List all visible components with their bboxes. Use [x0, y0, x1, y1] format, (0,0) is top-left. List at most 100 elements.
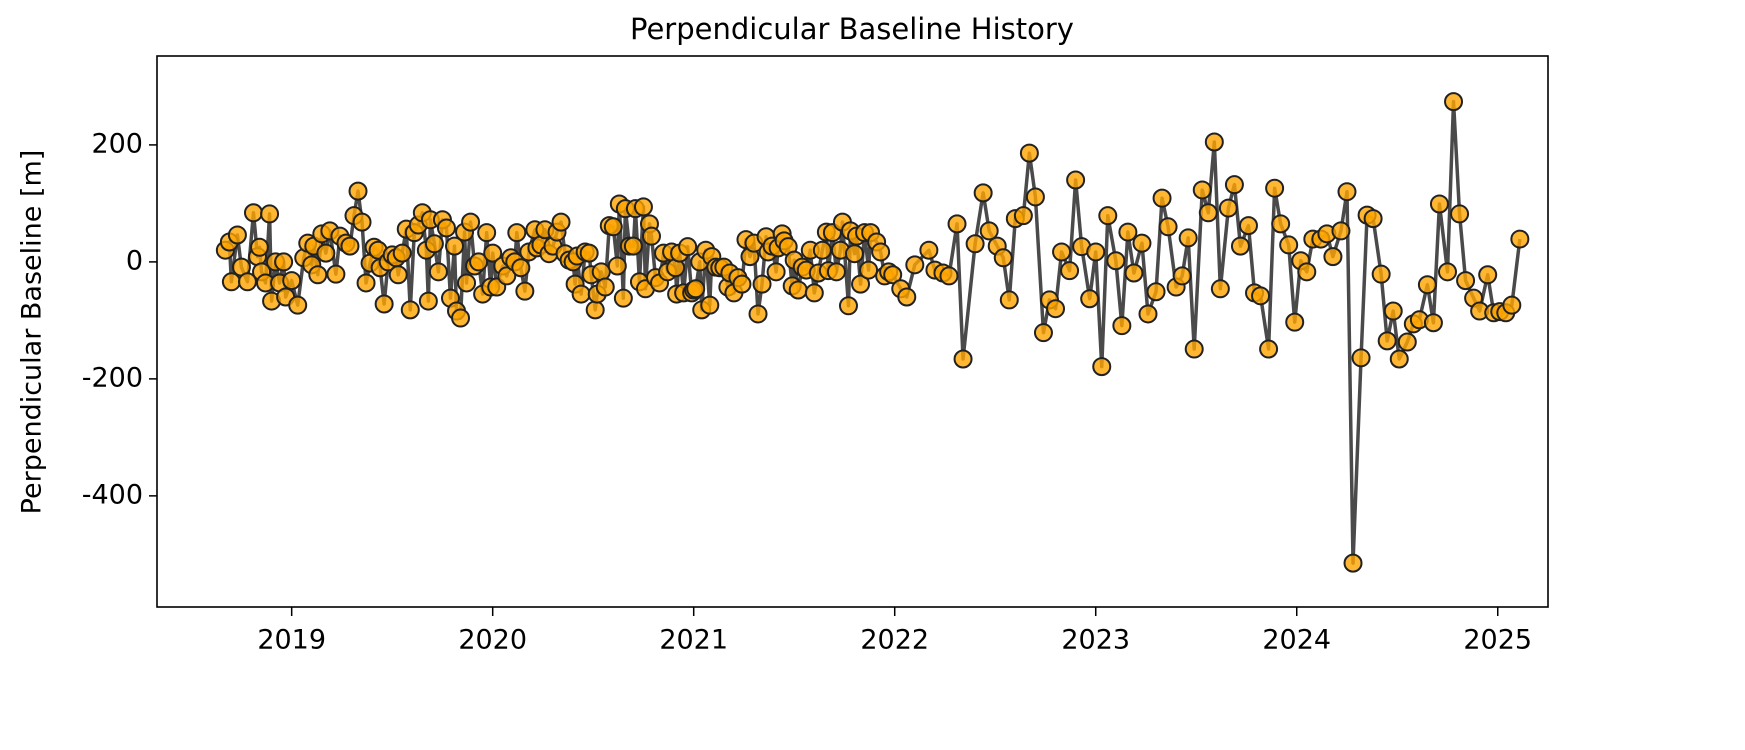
data-point: [993, 248, 1013, 268]
data-point: [603, 217, 623, 237]
data-point: [1285, 312, 1305, 332]
data-point: [766, 262, 786, 282]
data-point: [497, 266, 517, 286]
data-point: [221, 272, 241, 292]
data-point: [250, 237, 270, 257]
data-point: [1192, 180, 1212, 200]
data-point: [1178, 228, 1198, 248]
data-point: [812, 240, 832, 260]
data-point: [1025, 187, 1045, 207]
data-point: [1052, 242, 1072, 262]
data-point: [1098, 206, 1118, 226]
data-point: [457, 273, 477, 293]
data-point: [511, 258, 531, 278]
data-point: [1297, 262, 1317, 282]
data-point: [883, 265, 903, 285]
data-point: [1184, 339, 1204, 359]
data-point: [418, 291, 438, 311]
data-point: [1046, 299, 1066, 319]
data-point: [1450, 204, 1470, 224]
data-point: [1456, 271, 1476, 291]
data-point: [1371, 264, 1391, 284]
data-point: [1444, 92, 1464, 112]
data-point: [1502, 295, 1522, 315]
y-axis-label: Perpendicular Baseline [m]: [17, 150, 48, 515]
data-point: [1138, 304, 1158, 324]
data-point: [316, 243, 336, 263]
data-point: [871, 242, 891, 262]
data-point: [571, 284, 591, 304]
data-point: [1106, 251, 1126, 271]
data-point: [700, 295, 720, 315]
x-tick-label: 2023: [1061, 625, 1130, 656]
chart-title: Perpendicular Baseline History: [630, 12, 1074, 46]
data-point: [1118, 222, 1138, 242]
data-point: [1152, 188, 1172, 208]
data-point: [1146, 282, 1166, 302]
data-point: [607, 256, 627, 276]
data-point: [1210, 279, 1230, 299]
data-point: [392, 243, 412, 263]
x-tick-label: 2025: [1463, 625, 1532, 656]
data-point: [356, 273, 376, 293]
data-point: [1230, 236, 1250, 256]
data-point: [732, 274, 752, 294]
data-point: [388, 265, 408, 285]
data-point: [288, 295, 308, 315]
data-point: [1271, 214, 1291, 234]
data-point: [507, 223, 527, 243]
data-point: [1238, 216, 1258, 236]
data-point: [1251, 286, 1271, 306]
data-point: [243, 203, 263, 223]
data-point: [947, 214, 967, 234]
data-point: [973, 183, 993, 203]
data-point: [1124, 263, 1144, 283]
data-point: [1066, 170, 1086, 190]
data-point: [1389, 349, 1409, 369]
data-point: [400, 300, 420, 320]
data-point: [1337, 182, 1357, 202]
data-point: [1013, 206, 1033, 226]
data-point: [939, 266, 959, 286]
data-point: [326, 264, 346, 284]
data-point: [1198, 203, 1218, 223]
data-point: [515, 281, 535, 301]
data-point: [1478, 265, 1498, 285]
data-point: [1417, 275, 1437, 295]
data-point: [1363, 209, 1383, 229]
data-point: [348, 181, 368, 201]
data-point: [227, 225, 247, 245]
data-point: [260, 204, 280, 224]
data-point: [1331, 221, 1351, 241]
data-point: [1429, 194, 1449, 214]
data-point: [1086, 242, 1106, 262]
data-point: [979, 221, 999, 241]
x-tick-label: 2022: [860, 625, 929, 656]
data-point: [678, 237, 698, 257]
y-tick-label: -200: [82, 362, 143, 393]
data-point: [748, 304, 768, 324]
data-point: [308, 265, 328, 285]
x-tick-label: 2024: [1262, 625, 1331, 656]
x-tick-label: 2021: [659, 625, 728, 656]
data-point: [1080, 289, 1100, 309]
data-point: [851, 274, 871, 294]
data-point: [1158, 217, 1178, 237]
data-point: [1323, 247, 1343, 267]
data-point: [352, 212, 372, 232]
data-point: [752, 274, 772, 294]
data-point: [838, 296, 858, 316]
data-point: [461, 212, 481, 232]
data-point: [1172, 266, 1192, 286]
data-point: [477, 223, 497, 243]
data-point: [595, 277, 615, 297]
data-point: [1279, 235, 1299, 255]
data-point: [1343, 553, 1363, 573]
data-point: [623, 236, 643, 256]
data-point: [374, 294, 394, 314]
data-point: [1224, 175, 1244, 195]
data-point: [237, 272, 257, 292]
data-point: [1218, 198, 1238, 218]
data-point: [1033, 323, 1053, 343]
